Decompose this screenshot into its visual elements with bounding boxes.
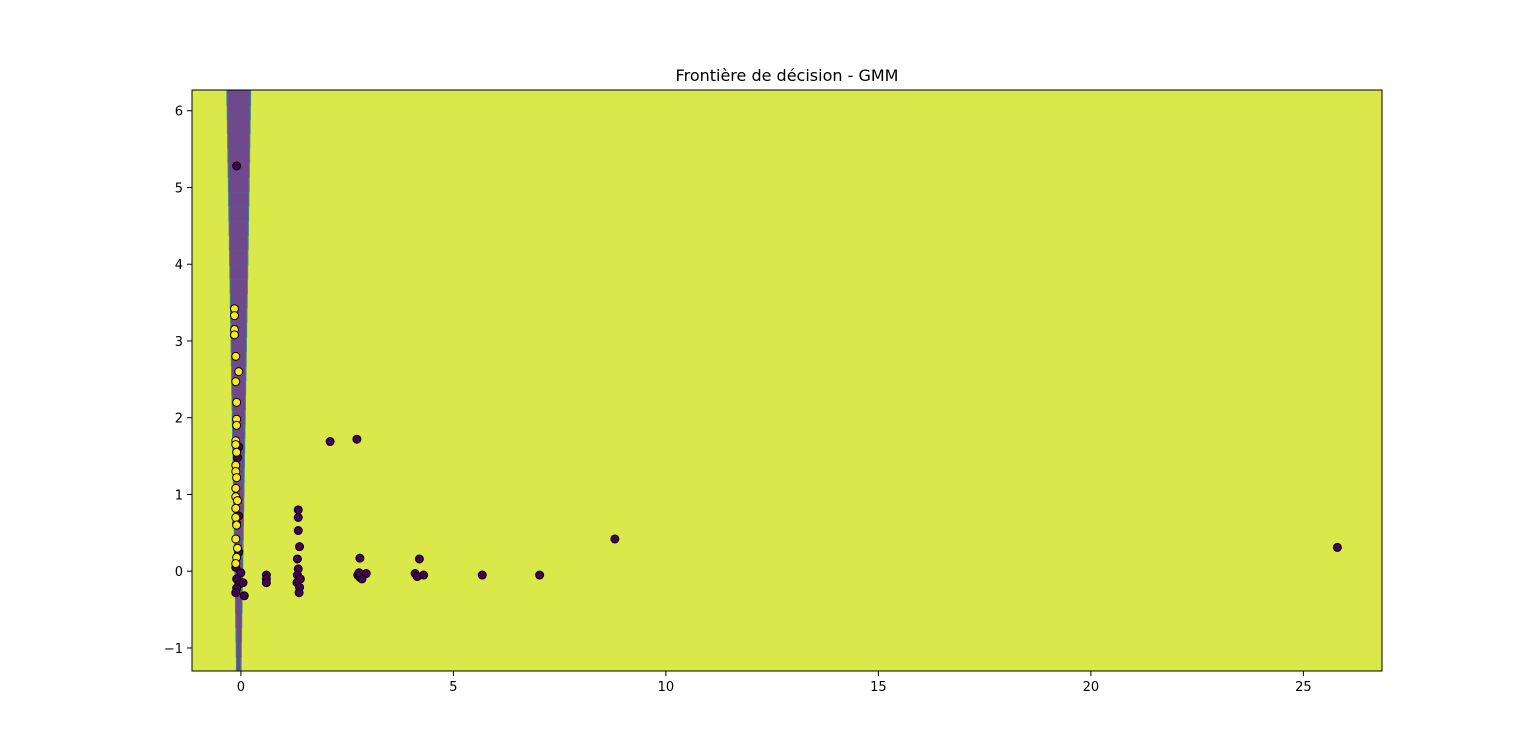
band-segment xyxy=(230,249,248,265)
band-segment xyxy=(230,264,248,280)
y-tick-label: 2 xyxy=(175,412,183,427)
data-point-class-1 xyxy=(232,543,242,553)
band-segment xyxy=(227,119,250,135)
x-tick-label: 0 xyxy=(237,680,245,695)
data-point-class-0 xyxy=(1332,542,1342,552)
band-segment xyxy=(230,278,247,294)
data-point-class-0 xyxy=(261,578,271,588)
y-tick-label: −1 xyxy=(164,642,183,657)
x-tick-label: 5 xyxy=(449,680,457,695)
y-tick-label: 3 xyxy=(175,335,183,350)
data-point-class-0 xyxy=(610,534,620,544)
data-point-class-1 xyxy=(232,520,242,530)
data-point-class-0 xyxy=(352,434,362,444)
data-point-class-1 xyxy=(230,330,239,340)
data-point-class-0 xyxy=(238,578,248,588)
series-class-0 xyxy=(231,161,1342,601)
data-point-class-1 xyxy=(232,420,242,430)
decision-region-class-1 xyxy=(192,90,1382,671)
y-tick-label: 5 xyxy=(175,181,183,196)
data-point-class-1 xyxy=(231,483,241,493)
data-point-class-1 xyxy=(231,534,241,544)
y-tick-label: 0 xyxy=(175,565,183,580)
y-tick-label: 6 xyxy=(175,105,183,120)
data-point-class-0 xyxy=(293,505,303,515)
data-point-class-0 xyxy=(477,570,487,580)
data-point-class-0 xyxy=(293,512,303,522)
data-point-class-0 xyxy=(236,568,246,578)
band-segment xyxy=(236,641,241,657)
band-segment xyxy=(236,627,242,643)
band-segment xyxy=(229,235,248,251)
plot-frame xyxy=(191,89,1383,672)
x-tick-label: 15 xyxy=(870,680,887,695)
band-segment xyxy=(229,206,249,222)
data-point-class-1 xyxy=(231,440,241,450)
data-point-class-1 xyxy=(231,351,241,361)
data-point-class-0 xyxy=(355,553,365,563)
data-point-class-0 xyxy=(325,437,335,447)
data-point-class-0 xyxy=(295,542,305,552)
x-tick-label: 25 xyxy=(1295,680,1312,695)
data-point-class-0 xyxy=(231,588,241,598)
data-point-class-1 xyxy=(232,447,242,457)
data-point-class-1 xyxy=(231,377,241,387)
band-segment xyxy=(236,656,241,671)
band-segment xyxy=(228,177,249,193)
data-point-class-1 xyxy=(232,473,242,483)
band-segment xyxy=(229,191,249,207)
data-point-class-0 xyxy=(294,588,304,598)
data-point-class-0 xyxy=(232,161,242,171)
data-point-class-0 xyxy=(239,591,249,601)
chart-title: Frontière de décision - GMM xyxy=(676,66,899,85)
data-point-class-1 xyxy=(231,503,241,513)
band-segment xyxy=(236,612,242,628)
band-segment xyxy=(228,133,250,149)
band-segment xyxy=(227,104,250,120)
band-segment xyxy=(234,525,243,541)
band-segment xyxy=(235,598,242,614)
data-point-class-0 xyxy=(293,526,303,536)
y-axis: −1 0 1 2 3 4 5 6 xyxy=(164,105,192,657)
band-segment xyxy=(233,424,245,440)
band-segment xyxy=(231,336,246,352)
band-segment xyxy=(228,148,250,164)
data-point-class-0 xyxy=(361,569,371,579)
data-point-class-0 xyxy=(292,554,302,564)
data-point-class-1 xyxy=(231,512,241,522)
data-point-class-1 xyxy=(232,496,242,506)
data-point-class-0 xyxy=(419,570,429,580)
band-segment xyxy=(227,90,251,106)
data-point-class-1 xyxy=(234,367,244,377)
data-point-class-1 xyxy=(230,311,239,321)
data-point-class-0 xyxy=(414,554,424,564)
series-class-1 xyxy=(230,304,244,569)
data-point-class-1 xyxy=(232,397,242,407)
x-tick-label: 10 xyxy=(658,680,675,695)
data-point-class-1 xyxy=(231,559,241,569)
x-tick-label: 20 xyxy=(1083,680,1100,695)
band-segment xyxy=(229,220,248,236)
x-axis: 0 5 10 15 20 25 xyxy=(237,671,1312,695)
y-tick-label: 1 xyxy=(175,488,183,503)
plot-area xyxy=(191,89,1383,672)
data-point-class-0 xyxy=(535,570,545,580)
y-tick-label: 4 xyxy=(175,258,183,273)
